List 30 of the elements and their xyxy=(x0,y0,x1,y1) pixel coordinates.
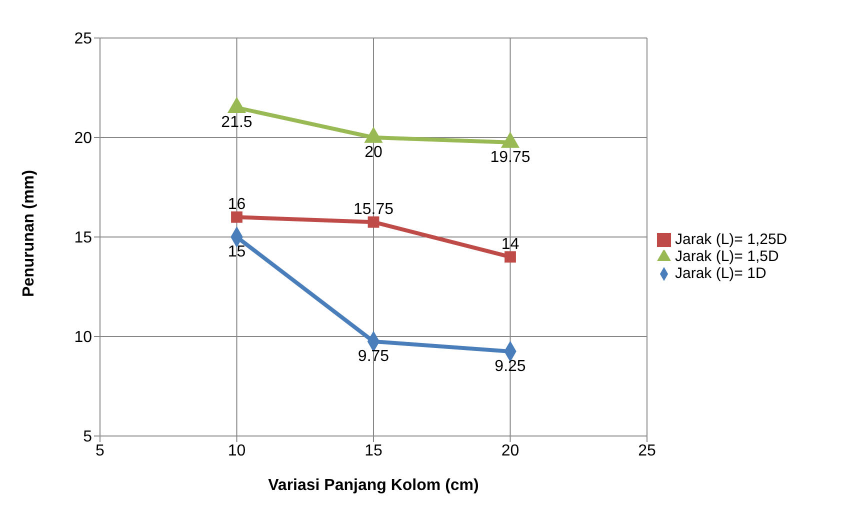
point xyxy=(500,132,520,148)
point xyxy=(364,126,383,143)
y-tick-label: 20 xyxy=(74,130,92,148)
legend-label: Jarak (L)= 1D xyxy=(675,264,766,282)
x-tick-label: 5 xyxy=(96,442,105,460)
point xyxy=(227,96,246,114)
legend-label: Jarak (L)= 1,25D xyxy=(675,230,788,248)
y-tick-label: 15 xyxy=(74,230,92,247)
data-label: 15.75 xyxy=(353,201,394,218)
x-tick-label: 10 xyxy=(228,442,246,460)
y-tick-label: 25 xyxy=(74,30,92,48)
x-tick-label: 25 xyxy=(638,442,656,460)
y-tick-label: 5 xyxy=(83,428,92,446)
data-label: 19.75 xyxy=(490,148,530,166)
data-label: 9.25 xyxy=(494,358,526,375)
data-label: 21.5 xyxy=(221,114,252,132)
data-label: 16 xyxy=(228,196,246,214)
x-tick-label: 20 xyxy=(501,442,520,460)
point xyxy=(368,216,380,228)
y-axis-title: Penurunan (mm) xyxy=(20,170,38,297)
x-axis-title: Variasi Panjang Kolom (cm) xyxy=(268,477,479,494)
data-label: 9.75 xyxy=(358,348,390,365)
legend-label: Jarak (L)= 1,5D xyxy=(675,248,779,264)
data-label: 15 xyxy=(228,243,246,260)
x-tick-label: 15 xyxy=(364,442,382,460)
point xyxy=(504,251,516,263)
point xyxy=(231,211,242,223)
data-label: 20 xyxy=(364,144,382,161)
data-label: 14 xyxy=(501,236,520,253)
y-tick-label: 10 xyxy=(74,329,92,346)
